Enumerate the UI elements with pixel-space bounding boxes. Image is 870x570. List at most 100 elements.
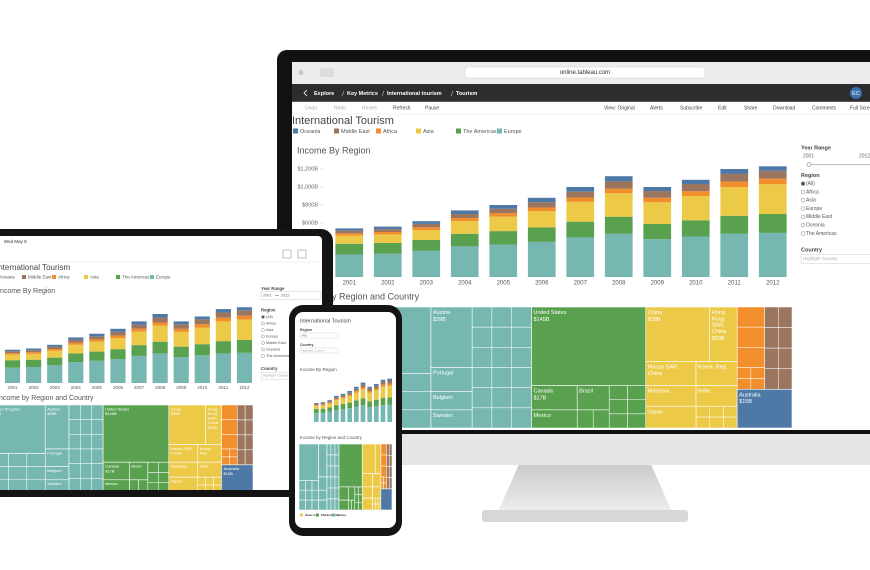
bar-segment xyxy=(26,359,42,367)
radio-button[interactable] xyxy=(800,189,806,195)
x-tick-label: 2006 xyxy=(535,281,549,287)
avatar[interactable] xyxy=(850,87,862,99)
treemap-cell[interactable] xyxy=(430,306,473,368)
treemap-minor-cell xyxy=(330,476,336,489)
toolbar-icon[interactable] xyxy=(282,249,292,259)
legend-label: Europe xyxy=(156,274,171,279)
radio-button[interactable] xyxy=(800,181,806,186)
treemap-cell[interactable] xyxy=(168,404,206,445)
slider-handle[interactable] xyxy=(806,162,812,167)
treemap-cell[interactable] xyxy=(347,486,356,501)
toolbar-button[interactable]: View: Original xyxy=(604,105,635,111)
radio-button[interactable] xyxy=(800,198,806,203)
treemap-cell[interactable] xyxy=(298,443,319,481)
breadcrumb-item[interactable]: Key Metrics xyxy=(347,91,378,97)
radio-button[interactable] xyxy=(261,328,265,332)
toolbar-button[interactable]: Share xyxy=(744,105,758,111)
toolbar-button[interactable]: Full Screen xyxy=(850,105,870,111)
radio-button[interactable] xyxy=(261,354,265,358)
radio-button[interactable] xyxy=(800,231,806,236)
treemap-text: Mexico xyxy=(105,481,118,486)
bar-segment xyxy=(360,398,366,406)
toolbar-button[interactable]: Edit xyxy=(718,105,727,111)
treemap-cell[interactable] xyxy=(102,404,170,463)
toolbar-icon[interactable] xyxy=(297,249,307,259)
treemap-minor-cell xyxy=(68,463,81,479)
treemap-cell[interactable] xyxy=(531,409,578,429)
treemap-cell[interactable] xyxy=(430,409,473,429)
country-input[interactable] xyxy=(800,253,870,264)
bar-segment xyxy=(347,402,352,409)
treemap-cell[interactable] xyxy=(44,479,70,493)
toolbar-button[interactable]: Alerts xyxy=(650,105,663,111)
treemap-cell[interactable] xyxy=(531,385,578,411)
back-icon[interactable] xyxy=(303,89,308,97)
treemap-cell[interactable] xyxy=(372,486,382,499)
treemap-cell[interactable] xyxy=(318,476,328,491)
bar-segment xyxy=(89,336,105,340)
radio-button[interactable] xyxy=(261,315,265,319)
radio-button[interactable] xyxy=(800,214,806,220)
treemap-cell[interactable] xyxy=(361,473,373,488)
treemap-cell[interactable] xyxy=(0,404,46,454)
treemap-cell[interactable] xyxy=(361,486,373,499)
treemap-cell[interactable] xyxy=(380,488,393,511)
treemap-cell[interactable] xyxy=(372,473,382,488)
treemap-cell[interactable] xyxy=(338,499,349,511)
treemap-cell[interactable] xyxy=(576,385,610,411)
treemap-cell[interactable] xyxy=(338,486,349,501)
treemap-minor-cell xyxy=(511,347,532,368)
region-select[interactable] xyxy=(299,332,339,339)
radio-button[interactable] xyxy=(800,223,806,228)
browser-button[interactable] xyxy=(320,68,334,77)
treemap-cell[interactable] xyxy=(645,405,697,429)
treemap-cell[interactable] xyxy=(374,443,382,475)
bar-segment xyxy=(347,394,352,397)
breadcrumb-item[interactable]: International tourism xyxy=(387,91,442,97)
treemap-cell[interactable] xyxy=(695,361,738,386)
radio-button[interactable] xyxy=(261,341,265,345)
treemap-cell[interactable] xyxy=(221,464,254,493)
toolbar-button[interactable]: Pause xyxy=(425,105,439,111)
toolbar-button[interactable]: Refresh xyxy=(393,105,411,111)
breadcrumb-item[interactable]: Tourism xyxy=(456,91,477,97)
toolbar-button[interactable]: Undo xyxy=(305,105,317,111)
treemap-cell[interactable] xyxy=(361,443,376,475)
treemap-cell[interactable] xyxy=(645,361,697,386)
radio-button[interactable] xyxy=(261,334,265,339)
breadcrumb-item[interactable]: Explore xyxy=(314,91,334,97)
treemap-cell[interactable] xyxy=(736,388,793,429)
url-field[interactable] xyxy=(464,66,706,79)
treemap-minor-cell xyxy=(351,499,356,511)
treemap-cell[interactable] xyxy=(168,476,199,493)
treemap-cell[interactable] xyxy=(338,443,363,488)
radio-button[interactable] xyxy=(800,206,806,211)
toolbar-button[interactable]: Download xyxy=(773,105,795,111)
treemap-cell[interactable] xyxy=(129,461,149,481)
treemap-minor-cell xyxy=(236,449,246,466)
treemap-cell[interactable] xyxy=(318,499,328,511)
treemap-text: Austria xyxy=(433,311,451,317)
toolbar-button[interactable]: Revert xyxy=(362,105,377,111)
browser-button[interactable] xyxy=(298,70,304,75)
bar-segment xyxy=(194,324,210,328)
country-input[interactable] xyxy=(299,347,339,354)
treemap-cell[interactable] xyxy=(102,479,130,493)
radio-button[interactable] xyxy=(261,321,265,326)
treemap-cell[interactable] xyxy=(531,306,647,386)
treemap-minor-cell xyxy=(213,476,222,486)
toolbar-button[interactable]: Comments xyxy=(812,105,837,111)
legend-label: Asia xyxy=(305,513,311,517)
treemap-minor-cell xyxy=(229,448,238,458)
filter-value: 2012 xyxy=(281,294,289,298)
toolbar-button[interactable]: Redo xyxy=(334,105,346,111)
range-box[interactable] xyxy=(260,291,322,300)
treemap-minor-cell xyxy=(372,503,376,511)
bar-segment xyxy=(320,405,326,409)
treemap-cell[interactable] xyxy=(318,443,328,478)
toolbar-button[interactable]: Subscribe xyxy=(680,105,702,111)
radio-button[interactable] xyxy=(261,347,265,352)
treemap-cell[interactable] xyxy=(361,497,373,511)
treemap-minor-cell xyxy=(221,404,238,420)
treemap-cell[interactable] xyxy=(318,489,328,501)
